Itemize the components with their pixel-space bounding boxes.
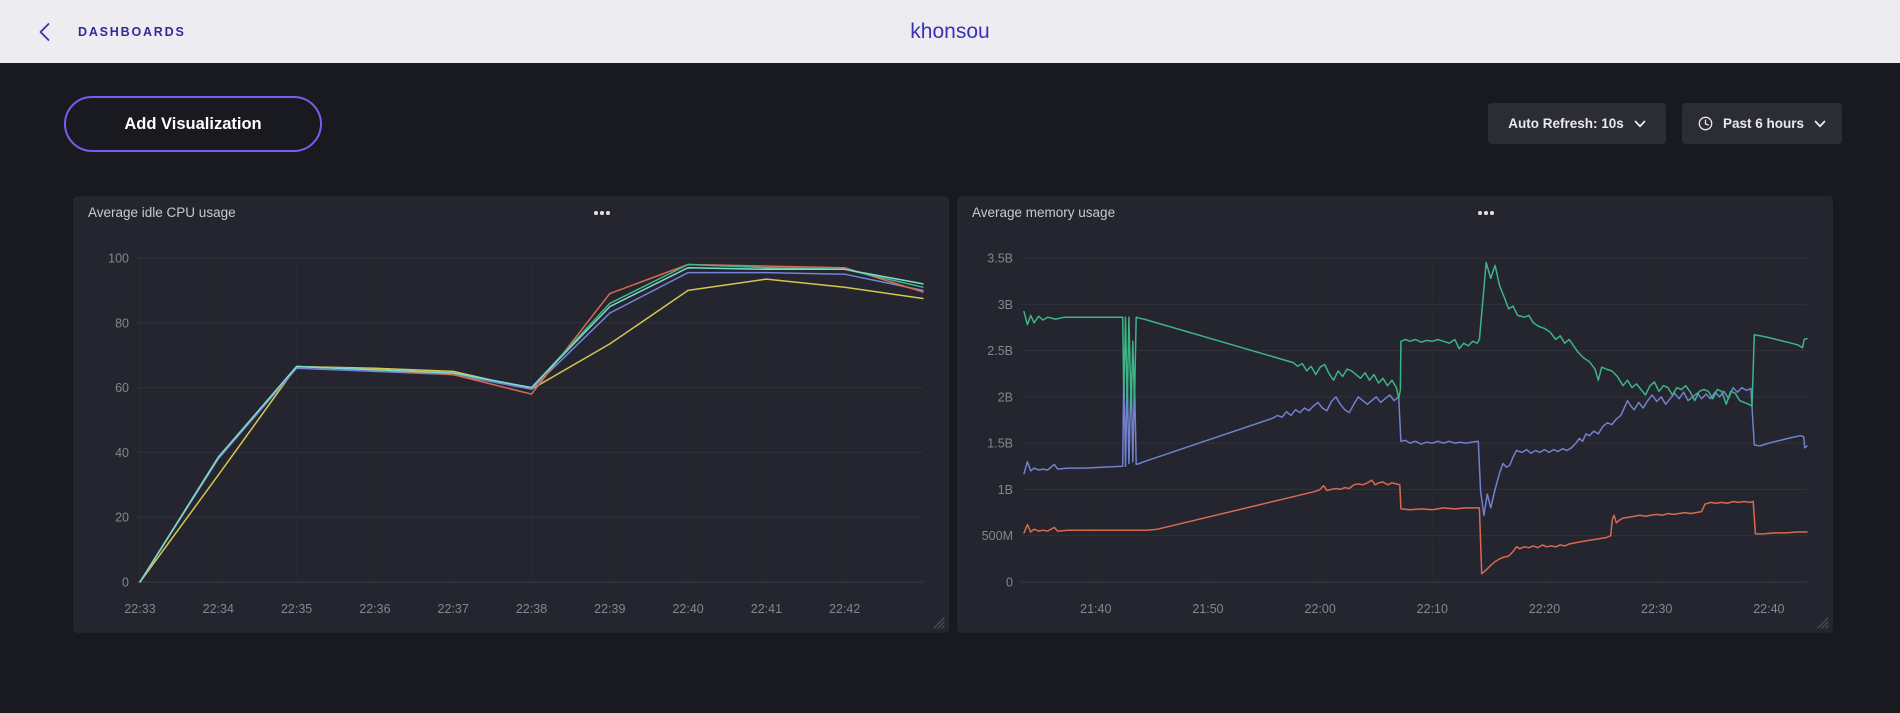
page-title: khonsou: [910, 19, 990, 43]
chevron-down-icon: [1634, 120, 1646, 127]
svg-text:3B: 3B: [998, 298, 1013, 312]
back-button[interactable]: [30, 18, 58, 46]
svg-text:22:41: 22:41: [751, 602, 782, 616]
panel-title: Average idle CPU usage: [88, 205, 236, 220]
add-visualization-button[interactable]: Add Visualization: [64, 96, 322, 152]
svg-text:0: 0: [122, 576, 129, 590]
svg-text:2B: 2B: [998, 390, 1013, 404]
svg-text:60: 60: [115, 381, 129, 395]
svg-text:22:42: 22:42: [829, 602, 860, 616]
svg-text:22:33: 22:33: [124, 602, 155, 616]
clock-icon: [1698, 116, 1713, 131]
resize-grip-icon[interactable]: [931, 615, 946, 630]
svg-text:22:40: 22:40: [672, 602, 703, 616]
chevron-down-icon: [1814, 120, 1826, 127]
svg-text:80: 80: [115, 316, 129, 330]
svg-text:22:30: 22:30: [1641, 602, 1672, 616]
memory-usage-chart[interactable]: 21:40 21:50 22:00 22:10 22:20 22:30 22:40 0 500M…: [957, 196, 1833, 633]
time-range-label: Past 6 hours: [1722, 116, 1805, 131]
dashboard-body: Add Visualization Auto Refresh: 10s Past…: [0, 63, 1900, 713]
app-header: DASHBOARDS khonsou: [0, 0, 1900, 63]
svg-text:21:40: 21:40: [1080, 602, 1111, 616]
time-range-dropdown[interactable]: Past 6 hours: [1682, 103, 1842, 144]
svg-text:3.5B: 3.5B: [987, 252, 1013, 266]
auto-refresh-dropdown[interactable]: Auto Refresh: 10s: [1488, 103, 1666, 144]
panel-menu-ellipsis-icon[interactable]: [1474, 207, 1498, 219]
svg-text:22:10: 22:10: [1417, 602, 1448, 616]
svg-text:22:34: 22:34: [203, 602, 234, 616]
svg-text:22:36: 22:36: [359, 602, 390, 616]
svg-text:22:39: 22:39: [594, 602, 625, 616]
svg-text:22:38: 22:38: [516, 602, 547, 616]
resize-grip-icon[interactable]: [1815, 615, 1830, 630]
svg-text:22:40: 22:40: [1753, 602, 1784, 616]
svg-text:2.5B: 2.5B: [987, 344, 1013, 358]
svg-text:20: 20: [115, 511, 129, 525]
svg-text:500M: 500M: [982, 529, 1013, 543]
svg-text:40: 40: [115, 446, 129, 460]
svg-text:1B: 1B: [998, 483, 1013, 497]
svg-text:1.5B: 1.5B: [987, 437, 1013, 451]
svg-text:22:00: 22:00: [1305, 602, 1336, 616]
breadcrumb-dashboards[interactable]: DASHBOARDS: [78, 24, 186, 39]
panel-average-idle-cpu-usage: Average idle CPU usage 22:33 22:34 22:35 22…: [73, 196, 949, 633]
svg-text:22:20: 22:20: [1529, 602, 1560, 616]
svg-text:22:35: 22:35: [281, 602, 312, 616]
svg-text:100: 100: [108, 252, 129, 266]
svg-text:21:50: 21:50: [1192, 602, 1223, 616]
panel-average-memory-usage: Average memory usage 21:40 21:50 22:00 22:1…: [957, 196, 1833, 633]
svg-text:0: 0: [1006, 576, 1013, 590]
svg-text:22:37: 22:37: [438, 602, 469, 616]
panel-title: Average memory usage: [972, 205, 1116, 220]
cpu-usage-chart[interactable]: 22:33 22:34 22:35 22:36 22:37 22:38 22:39 22:40…: [73, 196, 949, 633]
auto-refresh-label: Auto Refresh: 10s: [1508, 116, 1624, 131]
chevron-left-icon: [39, 22, 49, 41]
panel-menu-ellipsis-icon[interactable]: [590, 207, 614, 219]
